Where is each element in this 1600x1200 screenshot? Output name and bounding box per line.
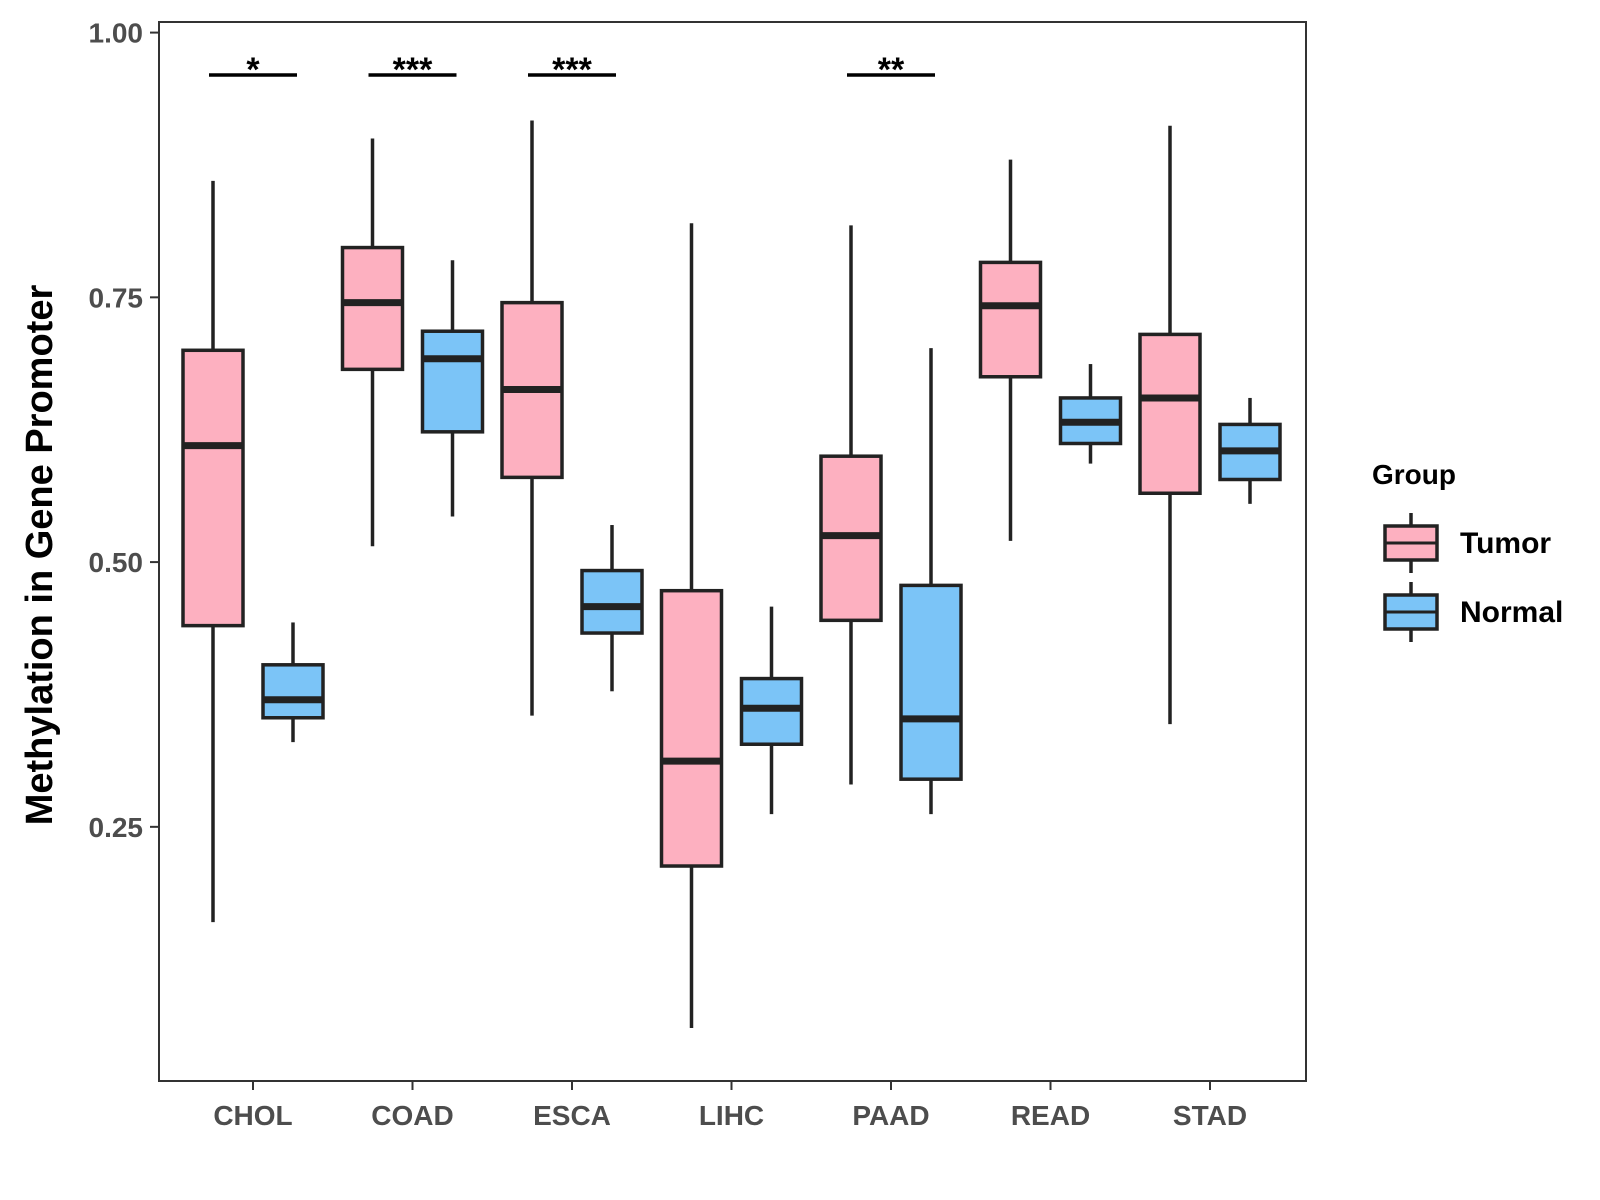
plot-area: * *** *** ** (158, 21, 1307, 1082)
x-tick-label: ESCA (533, 1100, 611, 1131)
box-iqr (899, 583, 963, 781)
significance-label: *** (393, 51, 433, 89)
x-tick-label: COAD (371, 1100, 453, 1131)
legend: Group Tumor Normal (1372, 459, 1563, 642)
y-axis: 0.25 0.50 0.75 1.00 (89, 18, 159, 843)
box-normal-chol (261, 622, 325, 743)
x-tick-label: PAAD (852, 1100, 929, 1131)
box-iqr (340, 245, 405, 372)
box-normal-lihc (739, 606, 804, 815)
significance-coad: *** (368, 51, 457, 89)
significance-label: * (246, 51, 260, 89)
box-tumor-esca (500, 120, 564, 716)
box-iqr (978, 260, 1043, 379)
significance-esca: *** (528, 51, 616, 89)
significance-chol: * (209, 51, 297, 89)
x-axis: CHOL COAD ESCA LIHC PAAD READ STAD (213, 1081, 1247, 1131)
box-normal-stad (1218, 397, 1282, 504)
legend-label: Normal (1460, 596, 1563, 629)
box-tumor-lihc (659, 223, 724, 1029)
box-iqr (580, 568, 644, 635)
significance-label: ** (878, 51, 905, 89)
x-tick-label: READ (1011, 1100, 1090, 1131)
legend-label: Tumor (1460, 527, 1551, 560)
box-normal-coad (420, 260, 485, 517)
box-iqr (181, 348, 245, 628)
box-iqr (261, 663, 325, 720)
box-normal-esca (580, 525, 644, 692)
x-tick-label: LIHC (699, 1100, 764, 1131)
box-iqr (659, 588, 724, 868)
box-tumor-paad (819, 225, 883, 785)
box-tumor-read (978, 159, 1043, 541)
y-tick-label: 0.75 (89, 282, 144, 313)
y-tick-label: 0.25 (89, 812, 144, 843)
box-normal-read (1058, 364, 1123, 464)
box-iqr (1138, 332, 1202, 496)
y-tick-label: 0.50 (89, 547, 144, 578)
box-iqr (420, 329, 485, 434)
panel-border (158, 21, 1307, 1082)
y-axis-title: Methylation in Gene Promoter (19, 285, 61, 826)
significance-paad: ** (847, 51, 935, 89)
legend-entry-normal: Normal (1383, 582, 1563, 642)
significance-label: *** (552, 51, 592, 89)
y-tick-label: 1.00 (89, 18, 144, 49)
legend-entry-tumor: Tumor (1383, 513, 1551, 573)
x-tick-label: CHOL (213, 1100, 292, 1131)
box-tumor-chol (181, 180, 245, 923)
legend-title: Group (1372, 459, 1456, 490)
x-tick-label: STAD (1173, 1100, 1247, 1131)
box-tumor-coad (340, 138, 405, 547)
box-tumor-stad (1138, 125, 1202, 725)
box-normal-paad (899, 348, 963, 815)
